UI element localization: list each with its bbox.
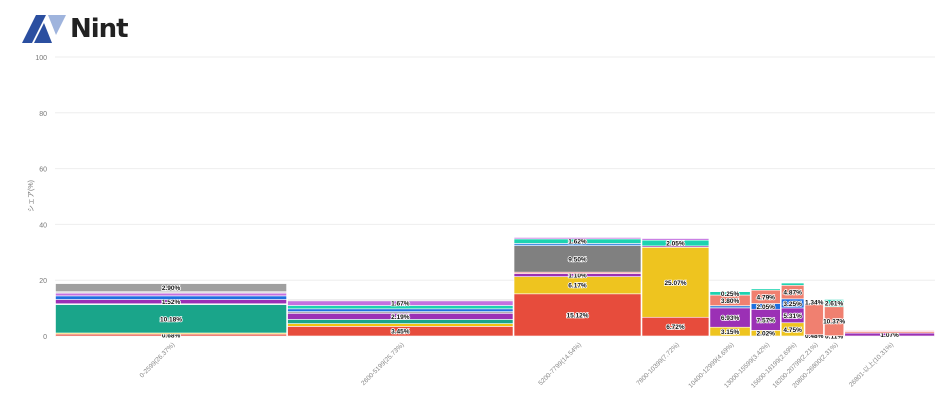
segment-bar (824, 299, 845, 308)
nint-logo: Nint (22, 14, 129, 44)
x-tick-label: 0-2599(26.37%) (139, 341, 177, 379)
segment-bar (287, 308, 514, 312)
column-3: 6.72% 25.07% 2.05% (641, 238, 710, 337)
segment-bar (55, 295, 287, 300)
y-tick-label: 40 (39, 222, 47, 229)
segment-label: 1.10% (568, 273, 587, 280)
segment-bar (513, 237, 642, 240)
segment-label: 10.18% (160, 316, 182, 323)
x-tick-label: 5200-7799(14.54%) (537, 341, 583, 387)
x-tick-label: 26801-以上(10.31%) (847, 340, 896, 389)
column-8: 0.11% 10.37% 2.61% (822, 299, 846, 341)
segment-label: 5.31% (783, 313, 802, 320)
logo-mark-icon (22, 15, 66, 43)
segment-label: 1.62% (568, 239, 587, 246)
segment-label: 0.25% (721, 291, 740, 298)
column-1: 3.45% 2.19% 1.67% (287, 298, 514, 336)
segment-label: 25.07% (664, 280, 686, 287)
segment-bar (55, 304, 287, 334)
segment-bar (781, 282, 805, 286)
segment-bar (287, 323, 514, 327)
column-0: 0.68% 10.18% 1.52% 2.90% (55, 283, 287, 340)
segment-label: 0.68% (162, 333, 181, 340)
segment-label: 2.05% (757, 304, 776, 311)
segment-label: 3.80% (721, 298, 740, 305)
segment-bar (641, 247, 710, 318)
segment-label: 15.12% (566, 312, 588, 319)
x-tick-label: 7800-10399(7.72%) (635, 341, 681, 387)
segment-label: 2.19% (391, 314, 410, 321)
column-4: 3.15% 6.93% 3.80%0.25% (709, 290, 751, 337)
segment-bar (844, 330, 935, 332)
segment-bar (513, 293, 642, 337)
segment-label: 1.52% (162, 299, 181, 306)
segment-bar (55, 283, 287, 292)
segment-bar (750, 288, 781, 291)
column-5: 2.02% 7.57% 2.05% 4.79% (750, 288, 781, 338)
segment-label: 1.07% (880, 332, 899, 339)
segment-label: 7.57% (757, 317, 776, 324)
segment-bar (709, 291, 751, 296)
segment-label: 2.02% (757, 331, 776, 338)
y-tick-label: 100 (35, 55, 47, 62)
y-tick-label: 20 (39, 278, 47, 285)
segment-label: 1.67% (391, 301, 410, 308)
y-tick-label: 60 (39, 167, 47, 174)
segment-bar (513, 245, 642, 273)
segment-label: 9.50% (568, 256, 587, 263)
segment-bar (641, 238, 710, 241)
segment-label: 6.17% (568, 283, 587, 290)
segment-bar (287, 298, 514, 302)
segment-label: 6.93% (721, 315, 740, 322)
segment-label: 3.45% (391, 329, 410, 336)
x-tick-label: 2600-5199(25.73%) (360, 341, 406, 387)
segment-label: 4.79% (757, 294, 776, 301)
segment-label: 3.15% (721, 329, 740, 336)
y-tick-label: 80 (39, 111, 47, 118)
segment-bar (804, 299, 824, 305)
segment-label: 6.72% (666, 324, 685, 331)
segment-label: 3.25% (783, 301, 802, 308)
segment-label: 2.05% (666, 241, 685, 248)
y-axis-label: シェア(%) (27, 180, 35, 212)
column-7: 0.48% 1.34% (804, 299, 824, 341)
segment-label: 10.37% (823, 319, 845, 326)
segment-label: 0.48% (805, 333, 824, 340)
segment-label: 4.87% (783, 290, 802, 297)
segment-label: 1.34% (805, 300, 824, 307)
column-2: 15.12% 6.17% 1.10% 9.50% 1.62% (513, 237, 642, 337)
segment-bar (709, 305, 751, 309)
column-6: 4.75% 5.31% 3.25% 4.87% (781, 282, 805, 337)
logo-text: Nint (70, 14, 129, 44)
y-tick-label: 0 (43, 334, 47, 341)
segment-bar (804, 303, 824, 335)
segment-bar (55, 292, 287, 297)
segment-label: 2.61% (825, 301, 844, 308)
segment-label: 2.90% (162, 285, 181, 292)
column-9: 1.07% (844, 330, 935, 340)
segment-label: 4.75% (783, 327, 802, 334)
segment-label: 0.11% (825, 333, 843, 340)
